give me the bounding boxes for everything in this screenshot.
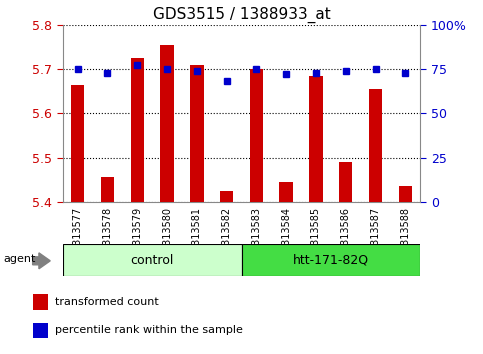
Bar <box>369 89 382 202</box>
Bar <box>130 58 144 202</box>
Bar <box>101 177 114 202</box>
Text: percentile rank within the sample: percentile rank within the sample <box>55 325 242 336</box>
Text: agent: agent <box>3 253 36 264</box>
Title: GDS3515 / 1388933_at: GDS3515 / 1388933_at <box>153 7 330 23</box>
Text: control: control <box>130 254 174 267</box>
Bar <box>398 186 412 202</box>
Bar <box>339 162 353 202</box>
Bar <box>33 294 48 310</box>
Bar <box>280 182 293 202</box>
Bar <box>63 244 242 276</box>
Bar <box>309 76 323 202</box>
Bar <box>33 322 48 338</box>
Bar <box>250 69 263 202</box>
Bar <box>242 244 420 276</box>
Bar <box>220 191 233 202</box>
FancyArrow shape <box>33 253 50 269</box>
Bar <box>160 45 174 202</box>
Bar <box>71 85 85 202</box>
Bar <box>190 65 203 202</box>
Text: htt-171-82Q: htt-171-82Q <box>293 254 369 267</box>
Text: transformed count: transformed count <box>55 297 158 307</box>
